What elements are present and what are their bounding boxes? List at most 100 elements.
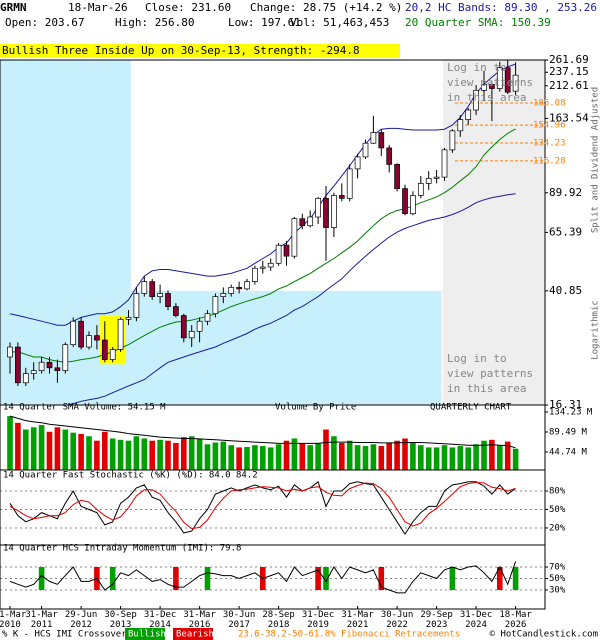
plot <box>0 60 545 594</box>
signal-bar <box>378 567 385 590</box>
x-tick-label: 30-Sep 2013 <box>104 610 137 630</box>
x-tick-label: 29-Sep 2023 <box>420 610 453 630</box>
legend-swatch <box>125 628 165 640</box>
panel-title: 14 Quarter SMA Volume: 54.15 M <box>3 403 166 413</box>
fib-label: 185.08 <box>533 99 566 109</box>
volume-bar <box>481 440 487 470</box>
volume-bar <box>252 445 258 470</box>
x-tick-label: 29-Jun 2012 <box>65 610 98 630</box>
volume-bar <box>117 439 124 470</box>
indicator-line <box>9 480 516 536</box>
login-note: Log in to <box>447 352 507 365</box>
y-tick-label: 50% <box>549 505 566 515</box>
login-note: view patterns <box>447 76 533 89</box>
x-tick-label: 18-Mar 2026 <box>499 610 532 630</box>
candle-body <box>78 320 84 348</box>
x-tick-label: 28-Sep 2018 <box>262 610 295 630</box>
close: Close: 231.60 <box>145 1 231 14</box>
y-tick-label: 20% <box>549 523 566 533</box>
candle-body <box>354 156 361 170</box>
volume-by-price-label: Volume By Price <box>275 403 356 413</box>
volume-bar <box>512 448 519 470</box>
candle-body <box>101 339 108 360</box>
y-tick-label: 134.23 M <box>549 408 593 418</box>
volume-bar <box>307 445 313 470</box>
volume-bar <box>86 436 92 470</box>
y-tick-label: 261.69 <box>549 53 589 66</box>
candle-body <box>465 109 472 120</box>
x-tick-label: 31-Dec 2014 <box>144 610 177 630</box>
candle-body <box>331 195 337 228</box>
candle-body <box>109 349 116 360</box>
fib-label: 134.23 <box>533 138 566 148</box>
volume-bar <box>212 442 219 470</box>
volume-bar <box>504 441 511 470</box>
candle-body <box>149 281 156 297</box>
fib-note: 23.6-38.2-50-61.8% Fibonacci Retracement… <box>238 630 460 640</box>
candle-body <box>378 132 385 149</box>
indicator-line <box>9 481 516 530</box>
y-tick-label: 65.39 <box>549 225 582 238</box>
candle-body <box>252 267 258 282</box>
volume-bar <box>331 436 337 470</box>
x-tick-label: 30-Jun 2022 <box>381 610 414 630</box>
volume-bar <box>370 444 377 470</box>
candle-body <box>236 287 242 290</box>
x-tick-label: 31-Mar 2011 <box>25 610 58 630</box>
y-tick-label: 50% <box>549 574 566 584</box>
candle-body <box>275 244 282 264</box>
volume-bar <box>165 440 171 470</box>
volume-bar <box>78 434 84 470</box>
y-tick-label: 16.31 <box>549 398 582 411</box>
volume-bar <box>489 439 495 470</box>
candle-body <box>62 344 69 372</box>
volume-bar <box>473 444 479 470</box>
layer <box>0 60 545 594</box>
volume-bar <box>323 429 329 470</box>
volume-bar <box>204 444 211 470</box>
candle-body <box>307 216 314 227</box>
candle-body <box>54 367 61 372</box>
scale-label: Logarithmic <box>591 300 600 360</box>
candle-body <box>94 335 100 341</box>
candle-body <box>165 293 171 307</box>
indicator-line <box>66 193 516 405</box>
volume-bar <box>94 440 100 470</box>
candle-body <box>315 197 321 218</box>
volume-sma-line <box>9 415 516 449</box>
candle-body <box>362 142 369 158</box>
y-tick-label: 89.49 M <box>549 427 588 437</box>
panel-title: 14 Quarter Fast Stochastic (%K) (%D): 84… <box>3 471 258 481</box>
y-tick-label: 30% <box>549 586 566 596</box>
volume-bar <box>354 445 361 470</box>
candle-body <box>38 361 45 372</box>
candle-body <box>481 84 487 91</box>
candle-body <box>449 130 456 151</box>
volume-bar <box>54 427 61 470</box>
volume-bar <box>7 416 13 470</box>
y-tick-label: 212.61 <box>549 79 589 92</box>
volume-bar <box>220 441 227 470</box>
candle-body <box>220 293 227 297</box>
indicator-line <box>9 561 517 594</box>
candle-body <box>46 361 53 369</box>
volume-bar <box>267 447 274 470</box>
volume-bar <box>149 440 155 470</box>
indicator-line <box>9 63 516 326</box>
panel-title: 14 Quarter HCS Intraday Momentum (IMI): … <box>3 544 241 554</box>
signal-bar <box>315 567 321 590</box>
credit: © HotCandlestick.com <box>490 630 598 640</box>
volume-bar <box>244 446 250 470</box>
volume-bar <box>38 425 45 470</box>
login-note: in this area <box>447 91 526 104</box>
open: Open: 203.67 <box>5 16 84 29</box>
candle-body <box>473 89 479 111</box>
volume-bar <box>173 442 179 470</box>
candle-body <box>259 266 266 269</box>
candle-body <box>417 183 424 196</box>
volume-bar <box>70 432 76 470</box>
bands: 20,2 HC Bands: 89.30 , 253.26 <box>405 1 597 14</box>
